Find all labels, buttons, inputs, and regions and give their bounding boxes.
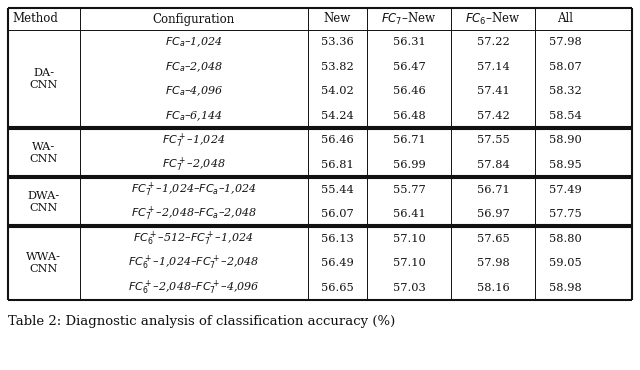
Text: DA-
CNN: DA- CNN bbox=[29, 68, 58, 90]
Text: 57.10: 57.10 bbox=[392, 258, 426, 268]
Text: 55.77: 55.77 bbox=[392, 185, 426, 195]
Text: 57.84: 57.84 bbox=[477, 160, 509, 170]
Text: $FC_a$–6,144: $FC_a$–6,144 bbox=[164, 109, 223, 123]
Text: Configuration: Configuration bbox=[152, 13, 235, 26]
Text: $FC_6^+$–1,024–$FC_7^+$–2,048: $FC_6^+$–1,024–$FC_7^+$–2,048 bbox=[128, 254, 259, 272]
Text: 57.22: 57.22 bbox=[477, 37, 509, 47]
Text: 57.41: 57.41 bbox=[477, 86, 509, 96]
Text: 58.90: 58.90 bbox=[548, 135, 581, 145]
Text: $FC_a$–1,024: $FC_a$–1,024 bbox=[164, 36, 223, 49]
Text: $FC_7^+$–1,024: $FC_7^+$–1,024 bbox=[162, 131, 225, 149]
Text: 58.98: 58.98 bbox=[548, 283, 581, 293]
Text: 57.98: 57.98 bbox=[477, 258, 509, 268]
Text: WA-
CNN: WA- CNN bbox=[29, 142, 58, 164]
Text: 54.02: 54.02 bbox=[321, 86, 353, 96]
Text: 56.13: 56.13 bbox=[321, 233, 353, 243]
Text: New: New bbox=[324, 13, 351, 26]
Text: 57.65: 57.65 bbox=[477, 233, 509, 243]
Text: 59.05: 59.05 bbox=[548, 258, 581, 268]
Text: 58.16: 58.16 bbox=[477, 283, 509, 293]
Text: 58.95: 58.95 bbox=[548, 160, 581, 170]
Text: 55.44: 55.44 bbox=[321, 185, 353, 195]
Text: $FC_6^+$–512–$FC_7^+$–1,024: $FC_6^+$–512–$FC_7^+$–1,024 bbox=[133, 229, 254, 248]
Text: All: All bbox=[557, 13, 573, 26]
Text: 56.48: 56.48 bbox=[392, 111, 426, 121]
Text: 57.10: 57.10 bbox=[392, 233, 426, 243]
Text: 57.75: 57.75 bbox=[548, 209, 581, 219]
Text: 57.98: 57.98 bbox=[548, 37, 581, 47]
Text: $FC_7^+$–1,024–$FC_a$–1,024: $FC_7^+$–1,024–$FC_a$–1,024 bbox=[131, 181, 257, 199]
Text: $FC_a$–2,048: $FC_a$–2,048 bbox=[164, 60, 223, 74]
Text: $FC_6^+$–2,048–$FC_7^+$–4,096: $FC_6^+$–2,048–$FC_7^+$–4,096 bbox=[128, 279, 259, 297]
Text: 53.82: 53.82 bbox=[321, 62, 353, 72]
Text: DWA-
CNN: DWA- CNN bbox=[28, 191, 60, 213]
Text: 56.49: 56.49 bbox=[321, 258, 353, 268]
Text: 57.03: 57.03 bbox=[392, 283, 426, 293]
Text: 58.32: 58.32 bbox=[548, 86, 581, 96]
Text: 56.65: 56.65 bbox=[321, 283, 353, 293]
Text: $FC_a$–4,096: $FC_a$–4,096 bbox=[164, 85, 223, 98]
Text: $FC_6$–New: $FC_6$–New bbox=[465, 11, 521, 27]
Text: Method: Method bbox=[12, 13, 58, 26]
Text: 56.71: 56.71 bbox=[392, 135, 426, 145]
Text: 57.14: 57.14 bbox=[477, 62, 509, 72]
Text: 56.46: 56.46 bbox=[392, 86, 426, 96]
Text: 56.31: 56.31 bbox=[392, 37, 426, 47]
Text: WWA-
CNN: WWA- CNN bbox=[26, 252, 61, 274]
Text: 53.36: 53.36 bbox=[321, 37, 353, 47]
Text: $FC_7^+$–2,048–$FC_a$–2,048: $FC_7^+$–2,048–$FC_a$–2,048 bbox=[131, 205, 257, 223]
Text: 58.54: 58.54 bbox=[548, 111, 581, 121]
Text: 58.80: 58.80 bbox=[548, 233, 581, 243]
Text: 56.41: 56.41 bbox=[392, 209, 426, 219]
Text: 57.42: 57.42 bbox=[477, 111, 509, 121]
Text: $FC_7^+$–2,048: $FC_7^+$–2,048 bbox=[162, 156, 225, 174]
Text: 56.47: 56.47 bbox=[392, 62, 426, 72]
Text: $FC_7$–New: $FC_7$–New bbox=[381, 11, 436, 27]
Text: 56.07: 56.07 bbox=[321, 209, 353, 219]
Text: 56.99: 56.99 bbox=[392, 160, 426, 170]
Text: 57.49: 57.49 bbox=[548, 185, 581, 195]
Text: 57.55: 57.55 bbox=[477, 135, 509, 145]
Text: Table 2: Diagnostic analysis of classification accuracy (%): Table 2: Diagnostic analysis of classifi… bbox=[8, 315, 396, 328]
Text: 58.07: 58.07 bbox=[548, 62, 581, 72]
Text: 56.71: 56.71 bbox=[477, 185, 509, 195]
Text: 56.97: 56.97 bbox=[477, 209, 509, 219]
Text: 56.46: 56.46 bbox=[321, 135, 353, 145]
Text: 56.81: 56.81 bbox=[321, 160, 353, 170]
Text: 54.24: 54.24 bbox=[321, 111, 353, 121]
